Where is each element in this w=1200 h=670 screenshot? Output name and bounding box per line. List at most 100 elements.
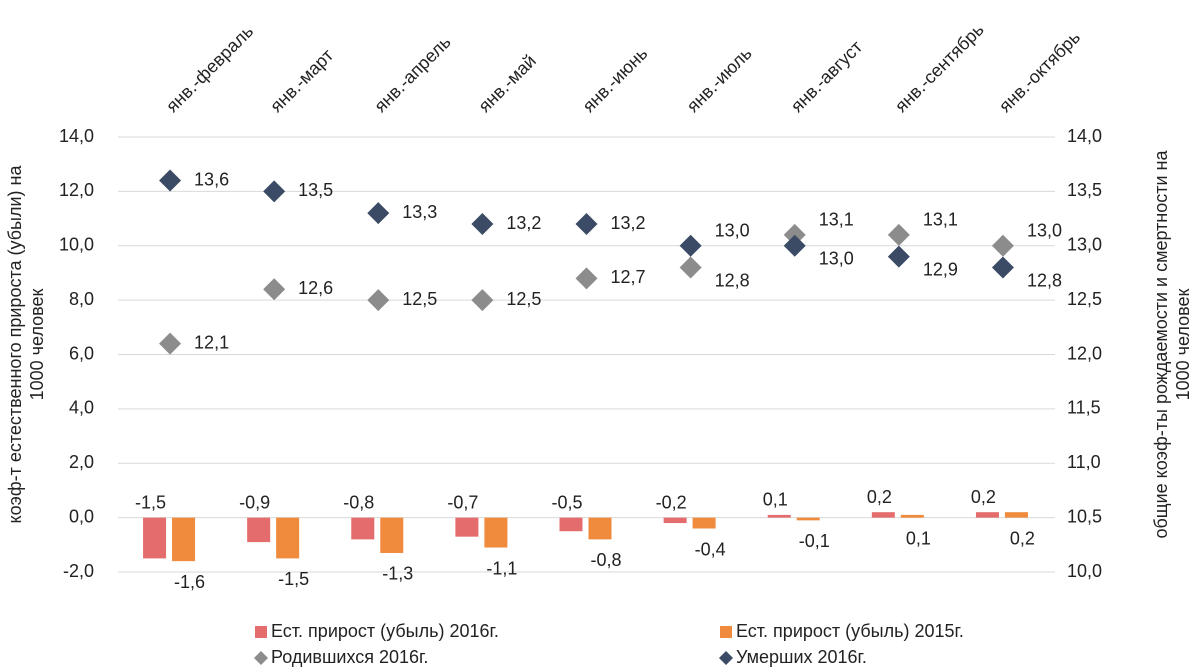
legend-swatch: [720, 626, 732, 638]
bar: [663, 517, 687, 524]
data-label: -0,2: [656, 492, 687, 512]
data-label: 13,1: [819, 210, 854, 230]
bar: [276, 517, 300, 559]
y2-axis-title: 1000 человек: [1173, 288, 1193, 400]
marker: [887, 223, 910, 246]
y2-tick-label: 13,0: [1067, 235, 1102, 255]
bar: [559, 517, 583, 532]
data-label: 13,0: [819, 249, 854, 269]
data-label: -0,8: [343, 492, 374, 512]
x-tick-label: янв.-октябрь: [995, 27, 1084, 116]
data-label: 12,6: [298, 278, 333, 298]
marker: [991, 256, 1014, 279]
bar: [692, 517, 716, 529]
y2-tick-label: 13,5: [1067, 180, 1102, 200]
bar: [900, 514, 924, 518]
y-tick-label: 6,0: [69, 343, 94, 363]
legend-label: Родившихся 2016г.: [271, 647, 428, 667]
data-label: -1,1: [486, 558, 517, 578]
x-tick-label: янв.-июнь: [579, 43, 652, 116]
bar: [1004, 512, 1028, 518]
data-label: 12,7: [611, 267, 646, 287]
bar: [975, 512, 999, 518]
data-label: 13,0: [715, 221, 750, 241]
bar: [247, 517, 271, 543]
data-label: -1,5: [278, 569, 309, 589]
x-tick-label: янв.-февраль: [162, 21, 257, 116]
legend-swatch: [719, 651, 733, 665]
data-label: 0,2: [971, 487, 996, 507]
y-tick-label: 14,0: [59, 126, 94, 146]
data-label: 12,8: [1027, 270, 1062, 290]
y-tick-label: 0,0: [69, 506, 94, 526]
bar: [484, 517, 508, 548]
data-label: 0,2: [867, 487, 892, 507]
y2-tick-label: 11,5: [1067, 398, 1101, 418]
data-label: -1,3: [382, 564, 413, 584]
data-label: 13,2: [611, 213, 646, 233]
data-label: 13,3: [402, 202, 437, 222]
data-label: 0,2: [1010, 528, 1035, 548]
data-label: -0,1: [799, 531, 830, 551]
bar: [172, 517, 196, 562]
marker: [263, 278, 286, 301]
data-label: -0,7: [447, 492, 478, 512]
marker: [263, 180, 286, 203]
data-label: 12,5: [402, 289, 437, 309]
marker: [783, 234, 806, 257]
y-tick-label: 4,0: [69, 398, 94, 418]
marker: [471, 213, 494, 235]
legend-swatch: [254, 651, 268, 665]
data-label: -1,6: [174, 572, 205, 592]
data-label: 13,2: [506, 213, 541, 233]
data-label: 13,1: [923, 210, 958, 230]
marker: [575, 213, 598, 235]
legend-label: Ест. прирост (убыль) 2015г.: [736, 621, 964, 641]
marker: [575, 267, 598, 290]
y2-tick-label: 10,5: [1067, 506, 1102, 526]
data-label: -1,5: [135, 492, 166, 512]
data-label: -0,9: [239, 492, 270, 512]
y-tick-label: 12,0: [59, 180, 94, 200]
marker: [367, 202, 390, 225]
marker: [679, 234, 702, 257]
y2-tick-label: 14,0: [1067, 126, 1102, 146]
data-label: -0,5: [551, 492, 582, 512]
y2-axis-title: общие коэф-ты рождаемости и смертности н…: [1151, 149, 1171, 538]
marker: [159, 332, 182, 355]
data-label: 12,9: [923, 259, 958, 279]
y-tick-label: 10,0: [59, 235, 94, 255]
bar: [143, 517, 167, 559]
y-axis-title: 1000 человек: [27, 288, 47, 400]
x-tick-label: янв.-май: [474, 51, 540, 117]
data-label: 13,5: [298, 180, 333, 200]
y2-tick-label: 11,0: [1067, 452, 1101, 472]
x-tick-label: янв.-март: [266, 45, 337, 116]
legend-swatch: [255, 626, 267, 638]
data-label: 12,1: [194, 332, 229, 352]
bar: [871, 512, 895, 518]
data-label: 12,8: [715, 270, 750, 290]
data-label: -0,4: [695, 539, 726, 559]
bar: [588, 517, 612, 540]
marker: [471, 289, 494, 312]
x-tick-label: янв.-сентябрь: [891, 19, 988, 116]
data-label: -0,8: [590, 550, 621, 570]
data-label: 13,0: [1027, 221, 1062, 241]
bar: [351, 517, 375, 540]
x-tick-label: янв.-апрель: [370, 32, 454, 116]
bar: [767, 514, 791, 518]
bar: [796, 517, 820, 521]
y2-tick-label: 12,5: [1067, 289, 1102, 309]
y-tick-label: 2,0: [69, 452, 94, 472]
legend-label: Ест. прирост (убыль) 2016г.: [271, 621, 499, 641]
data-label: 0,1: [763, 490, 788, 510]
legend-label: Умерших 2016г.: [736, 647, 867, 667]
marker: [159, 169, 182, 192]
marker: [991, 234, 1014, 257]
marker: [679, 256, 702, 279]
marker: [367, 289, 390, 312]
data-label: 0,1: [906, 528, 931, 548]
data-label: 12,5: [506, 289, 541, 309]
